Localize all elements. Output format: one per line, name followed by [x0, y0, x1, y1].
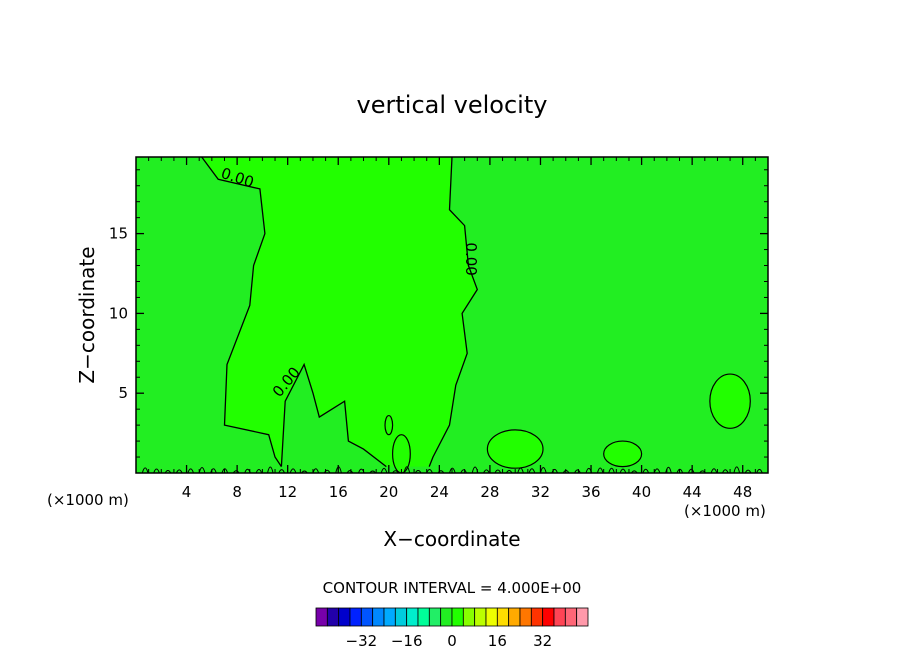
colorbar-swatch	[496, 607, 510, 627]
small-cell	[486, 429, 544, 469]
colorbar-swatch	[315, 607, 328, 627]
x-tick-label: 36	[581, 483, 600, 501]
colorbar-swatch	[485, 607, 498, 627]
colorbar-swatch	[564, 607, 578, 627]
colorbar: −32 −16 0 16 32	[315, 607, 589, 650]
zero-contour-inner	[280, 362, 387, 468]
colorbar-tick-label: −16	[391, 632, 423, 650]
x-tick-label: 4	[182, 483, 192, 501]
x-tick-label: 28	[480, 483, 499, 501]
small-cell	[384, 414, 394, 436]
chart-title: vertical velocity	[357, 91, 548, 119]
colorbar-tick-label: 32	[533, 632, 552, 650]
x-tick-label: 32	[531, 483, 550, 501]
contour-interval-label: CONTOUR INTERVAL = 4.000E+00	[323, 579, 582, 597]
x-tick-label: 20	[379, 483, 398, 501]
x-unit-label-left: (×1000 m)	[47, 491, 129, 509]
surface-contours	[141, 466, 763, 474]
colorbar-swatch	[530, 607, 544, 627]
y-tick-label: 10	[109, 304, 128, 322]
colorbar-swatch	[349, 607, 362, 627]
colorbar-swatch	[440, 607, 453, 627]
x-tick-label: 44	[683, 483, 702, 501]
colorbar-tick-label: 0	[447, 632, 457, 650]
colorbar-swatch	[508, 607, 521, 627]
small-cell	[603, 440, 643, 468]
contour-label: 0.00	[462, 242, 480, 275]
colorbar-swatch	[474, 607, 487, 627]
updraft-region	[201, 157, 478, 467]
y-tick-label: 5	[118, 384, 128, 402]
colorbar-swatch	[451, 607, 464, 627]
x-tick-label: 48	[733, 483, 752, 501]
x-axis-label: X−coordinate	[383, 527, 520, 551]
colorbar-swatch	[383, 607, 396, 627]
colorbar-swatch	[519, 607, 532, 627]
colorbar-swatch	[326, 607, 340, 627]
y-axis-label: Z−coordinate	[75, 246, 99, 383]
contour-lines: 0.000.000.00	[141, 156, 763, 474]
colorbar-swatch	[576, 607, 589, 627]
colorbar-tick-label: −32	[346, 632, 378, 650]
colorbar-swatch	[462, 607, 476, 627]
y-tick-label: 15	[109, 225, 128, 243]
plot-frame	[135, 156, 769, 474]
x-tick-label: 12	[278, 483, 297, 501]
colorbar-swatch	[406, 607, 419, 627]
x-tick-label: 24	[430, 483, 449, 501]
colorbar-swatch	[417, 607, 430, 627]
x-tick-label: 16	[329, 483, 348, 501]
colorbar-swatch	[428, 607, 442, 627]
colorbar-swatch	[553, 607, 566, 627]
small-cell	[709, 373, 751, 429]
colorbar-swatch	[394, 607, 408, 627]
colorbar-swatch	[338, 607, 351, 627]
x-tick-label: 8	[232, 483, 242, 501]
colorbar-swatch	[542, 607, 555, 627]
zero-contour-left	[201, 156, 282, 467]
colorbar-swatch	[372, 607, 385, 627]
contour-field	[136, 157, 768, 474]
colorbar-swatch	[360, 607, 374, 627]
zero-contour-right	[428, 156, 479, 467]
x-unit-label-right: (×1000 m)	[684, 502, 766, 520]
colorbar-tick-label: 16	[488, 632, 507, 650]
x-tick-label: 40	[632, 483, 651, 501]
